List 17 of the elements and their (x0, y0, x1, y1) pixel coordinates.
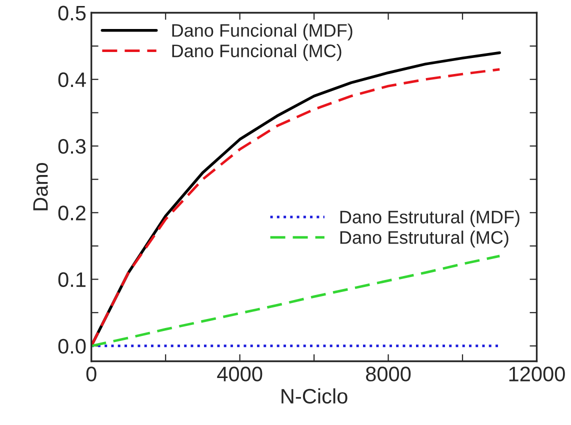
legend-label: Dano Estrutural (MDF) (340, 210, 520, 228)
y-axis-title: Dano (33, 162, 48, 210)
line-series (91, 254, 501, 348)
legend-label: Dano Funcional (MC) (172, 44, 342, 61)
y-tick-label: 0.3 (58, 139, 86, 154)
y-tick-label: 0.0 (58, 338, 86, 354)
x-tick-label: 4000 (217, 366, 262, 382)
x-axis-title: N-Ciclo (282, 388, 348, 404)
y-tick-label: 0.1 (58, 272, 86, 288)
legend-label: Dano Funcional (MDF) (172, 24, 352, 40)
y-tick-label: 0.5 (58, 6, 86, 21)
y-tick-label: 0.2 (58, 206, 86, 220)
x-tick-label: 8000 (366, 366, 411, 382)
x-tick-label: 0 (86, 366, 96, 382)
x-tick-label: 12000 (509, 366, 565, 382)
legend-label: Dano Estrutural (MC) (340, 230, 508, 248)
y-tick-label: 0.4 (58, 72, 86, 88)
